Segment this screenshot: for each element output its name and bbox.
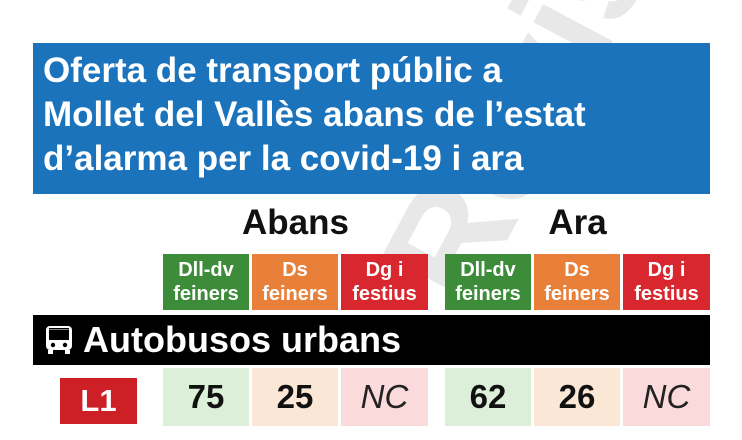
title-line-3: d’alarma per la covid-19 i ara <box>43 139 524 178</box>
group-label-now: Ara <box>548 203 607 242</box>
header-now-saturdays: Ds feiners <box>534 254 620 310</box>
header-before-sundays: Dg i festius <box>341 254 428 310</box>
header-now-sundays: Dg i festius <box>623 254 710 310</box>
header-line: Dg i <box>647 259 686 281</box>
title-box: Oferta de transport públic a Mollet del … <box>33 43 710 194</box>
header-line: festius <box>634 283 699 305</box>
cell-before-saturdays: 25 <box>252 368 338 426</box>
header-before-saturdays: Ds feiners <box>252 254 338 310</box>
cell-before-sundays: NC <box>341 368 428 426</box>
line-badge: L1 <box>60 378 137 424</box>
cell-now-saturdays: 26 <box>534 368 620 426</box>
header-line: feiners <box>544 283 610 305</box>
cell-now-sundays: NC <box>623 368 710 426</box>
header-line: feiners <box>173 283 239 305</box>
section-bar-urban-buses: Autobusos urbans <box>33 315 710 365</box>
bus-icon <box>46 326 72 354</box>
header-now-weekdays: Dll-dv feiners <box>445 254 531 310</box>
cell-now-weekdays: 62 <box>445 368 531 426</box>
title-line-1: Oferta de transport públic a <box>43 51 502 90</box>
section-label: Autobusos urbans <box>83 319 402 360</box>
header-line: festius <box>352 283 417 305</box>
header-line: Dll-dv <box>178 259 234 281</box>
header-line: Ds <box>282 259 308 281</box>
header-before-weekdays: Dll-dv feiners <box>163 254 249 310</box>
cell-before-weekdays: 75 <box>163 368 249 426</box>
page-title: Oferta de transport públic a Mollet del … <box>43 49 703 181</box>
header-line: Dg i <box>365 259 404 281</box>
header-line: Dll-dv <box>460 259 516 281</box>
header-line: Ds <box>564 259 590 281</box>
header-line: feiners <box>455 283 521 305</box>
header-line: feiners <box>262 283 328 305</box>
title-line-2: Mollet del Vallès abans de l’estat <box>43 95 586 134</box>
group-label-before: Abans <box>242 203 349 242</box>
